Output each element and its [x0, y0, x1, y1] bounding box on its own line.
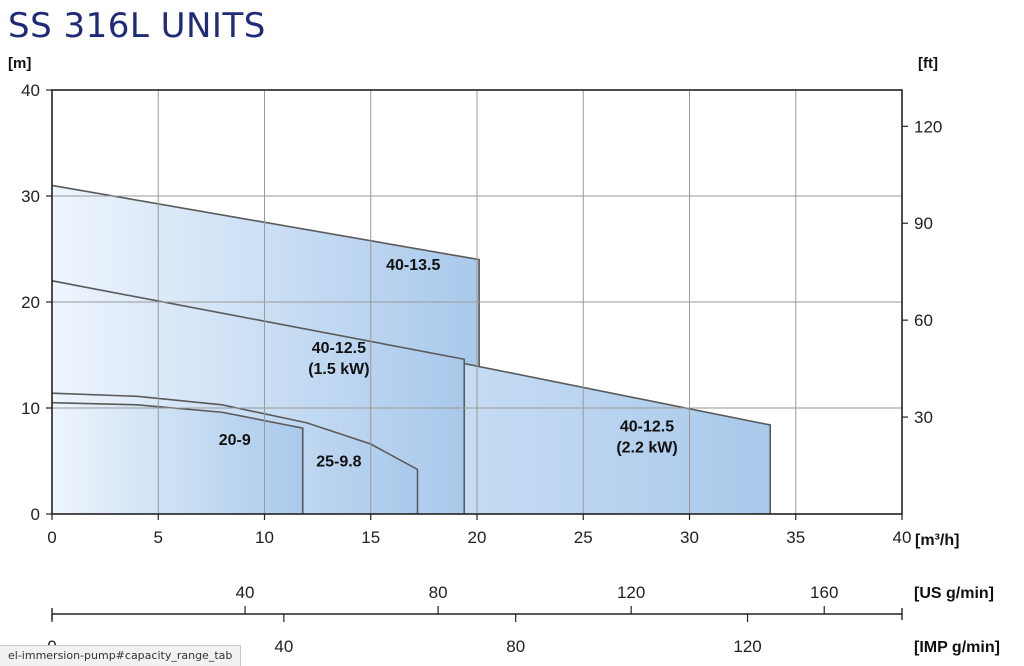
x-tick-label: 30 — [680, 528, 699, 547]
y2-tick-label: 60 — [914, 311, 933, 330]
curve-line-3 — [51, 280, 466, 514]
x-tick-label: 5 — [154, 528, 163, 547]
series-label-3: (1.5 kW) — [308, 361, 369, 378]
series-label-5: 20-9 — [219, 432, 251, 449]
series-label-2: (2.2 kW) — [616, 439, 677, 456]
x-tick-label: 25 — [574, 528, 593, 547]
us-tick-label: 160 — [810, 583, 838, 602]
y-tick-label: 40 — [21, 81, 40, 100]
y-axis-label: [m] — [8, 55, 31, 72]
y-tick-label: 0 — [31, 505, 40, 524]
x-tick-label: 15 — [361, 528, 380, 547]
us-tick-label: 120 — [617, 583, 645, 602]
us-axis-label: [US g/min] — [914, 585, 994, 602]
curve-line-4 — [51, 392, 419, 514]
x-tick-label: 20 — [468, 528, 487, 547]
imp-axis-label: [IMP g/min] — [914, 639, 1000, 656]
curve-line-5 — [51, 401, 304, 514]
x-axis-label: [m³/h] — [915, 532, 959, 549]
series-label-3: 40-12.5 — [312, 340, 366, 357]
series-label-2: 40-12.5 — [620, 418, 674, 435]
area-fill-5 — [52, 402, 303, 514]
imp-tick-label: 40 — [274, 637, 293, 656]
y2-tick-label: 30 — [914, 408, 933, 427]
imp-tick-label: 120 — [733, 637, 761, 656]
y-tick-label: 20 — [21, 293, 40, 312]
status-bar-url: el-immersion-pump#capacity_range_tab — [0, 645, 242, 666]
x-tick-label: 35 — [786, 528, 805, 547]
x-tick-label: 10 — [255, 528, 274, 547]
y-tick-label: 10 — [21, 399, 40, 418]
y2-tick-label: 90 — [914, 214, 933, 233]
us-tick-label: 40 — [236, 583, 255, 602]
y2-axis-label: [ft] — [918, 55, 938, 72]
series-label-1: 40-13.5 — [386, 257, 440, 274]
page-title: SS 316L UNITS — [8, 6, 266, 46]
x-tick-label: 40 — [893, 528, 912, 547]
us-tick-label: 80 — [429, 583, 448, 602]
series-label-4: 25-9.8 — [316, 453, 361, 470]
x-tick-label: 0 — [47, 528, 56, 547]
y-tick-label: 30 — [21, 187, 40, 206]
imp-tick-label: 80 — [506, 637, 525, 656]
y2-tick-label: 120 — [914, 117, 942, 136]
